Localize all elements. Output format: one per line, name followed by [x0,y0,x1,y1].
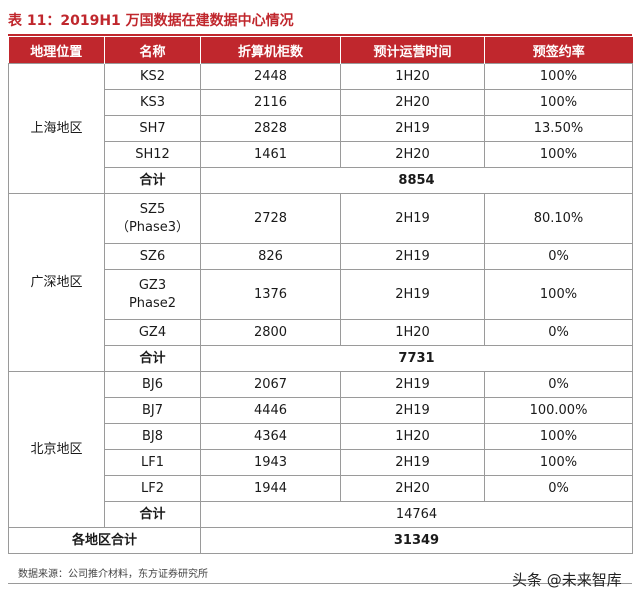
dc-rate: 100% [484,449,633,476]
dc-cabinets: 2448 [200,63,341,90]
dc-cabinets: 4446 [200,397,341,424]
dc-name: LF1 [104,449,201,476]
dc-rate: 0% [484,475,633,502]
dc-rate: 0% [484,243,633,270]
dc-time: 2H19 [340,269,485,320]
table-row: BJ7 4446 2H19 100.00% [9,397,633,424]
subtotal-label: 合计 [104,167,201,194]
header-row: 地理位置 名称 折算机柜数 预计运营时间 预签约率 [8,37,633,64]
subtotal-value: 7731 [200,345,633,372]
subtotal-label: 合计 [104,345,201,372]
subtotal-label: 合计 [104,501,201,528]
title-rule [8,34,632,36]
grand-total-value: 31349 [200,527,633,554]
region-guangshen: 广深地区 [8,193,105,372]
dc-name-line2: Phase2 [128,295,177,311]
dc-name: GZ4 [104,319,201,346]
dc-name-line2: （Phase3） [115,219,190,235]
dc-rate: 0% [484,319,633,346]
dc-cabinets: 2116 [200,89,341,116]
subtotal-value: 8854 [200,167,633,194]
region-beijing: 北京地区 [8,371,105,528]
dc-time: 2H20 [340,475,485,502]
footer-rule [8,583,632,584]
table-row: 北京地区 BJ6 2067 2H19 0% [8,371,633,528]
dc-name: SZ6 [104,243,201,270]
subtotal-value: 14764 [200,501,633,528]
dc-name: BJ8 [104,423,201,450]
dc-time: 2H19 [340,115,485,142]
dc-cabinets: 1376 [200,269,341,320]
dc-time: 2H19 [340,243,485,270]
dc-cabinets: 1461 [200,141,341,168]
dc-cabinets: 4364 [200,423,341,450]
dc-name: SH12 [104,141,201,168]
table-row: 广深地区 SZ5 （Phase3） 2728 2H19 80.10% [8,193,633,372]
table-title: 表 11：2019H1 万国数据在建数据中心情况 [8,13,294,29]
dc-cabinets: 1943 [200,449,341,476]
table-row: 上海地区 KS2 2448 1H20 100% [8,63,633,194]
dc-name-line1: GZ3 [138,277,167,293]
dc-time: 2H19 [340,449,485,476]
subtotal-row: 合计 8854 [9,167,633,194]
dc-rate: 0% [484,371,633,398]
grand-total-row: 各地区合计 31349 [8,527,633,554]
grand-total-label: 各地区合计 [8,527,201,554]
dc-rate: 13.50% [484,115,633,142]
dc-cabinets: 2728 [200,193,341,244]
table-row: SZ6 826 2H19 0% [9,243,633,270]
dc-name: LF2 [104,475,201,502]
source-note: 数据来源：公司推介材料，东方证券研究所 [18,569,208,580]
dc-rate: 80.10% [484,193,633,244]
dc-cabinets: 2067 [200,371,341,398]
dc-time: 2H19 [340,371,485,398]
dc-name: BJ7 [104,397,201,424]
header-rate: 预签约率 [484,37,633,64]
watermark: 头条 @未来智库 [512,571,622,589]
table-row: SH12 1461 2H20 100% [9,141,633,168]
header-location: 地理位置 [8,37,105,64]
dc-time: 1H20 [340,63,485,90]
dc-name: BJ6 [104,371,201,398]
dc-time: 2H20 [340,89,485,116]
dc-cabinets: 2800 [200,319,341,346]
header-time: 预计运营时间 [340,37,485,64]
dc-rate: 100% [484,423,633,450]
dc-name: KS2 [104,63,201,90]
dc-time: 2H19 [340,193,485,244]
table-row: SH7 2828 2H19 13.50% [9,115,633,142]
dc-time: 2H20 [340,141,485,168]
dc-cabinets: 826 [200,243,341,270]
dc-name: KS3 [104,89,201,116]
dc-cabinets: 2828 [200,115,341,142]
dc-rate: 100% [484,63,633,90]
header-cabinets: 折算机柜数 [200,37,341,64]
dc-name: GZ3 Phase2 [104,269,201,320]
dc-time: 1H20 [340,423,485,450]
dc-name: SZ5 （Phase3） [104,193,201,244]
dc-time: 1H20 [340,319,485,346]
dc-rate: 100% [484,141,633,168]
dc-rate: 100.00% [484,397,633,424]
header-name: 名称 [104,37,201,64]
dc-time: 2H19 [340,397,485,424]
dc-rate: 100% [484,89,633,116]
dc-name: SH7 [104,115,201,142]
table-row: BJ8 4364 1H20 100% [9,423,633,450]
region-shanghai: 上海地区 [8,63,105,194]
table-row: KS3 2116 2H20 100% [9,89,633,116]
table-row: GZ4 2800 1H20 0% [9,319,633,346]
dc-name-line1: SZ5 [139,201,166,217]
datacenter-table: 地理位置 名称 折算机柜数 预计运营时间 预签约率 上海地区 KS2 2448 … [8,37,633,554]
table-row: LF2 1944 2H20 0% [9,475,633,502]
subtotal-row: 合计 14764 [9,501,633,528]
table-row: GZ3 Phase2 1376 2H19 100% [9,269,633,320]
dc-cabinets: 1944 [200,475,341,502]
dc-rate: 100% [484,269,633,320]
